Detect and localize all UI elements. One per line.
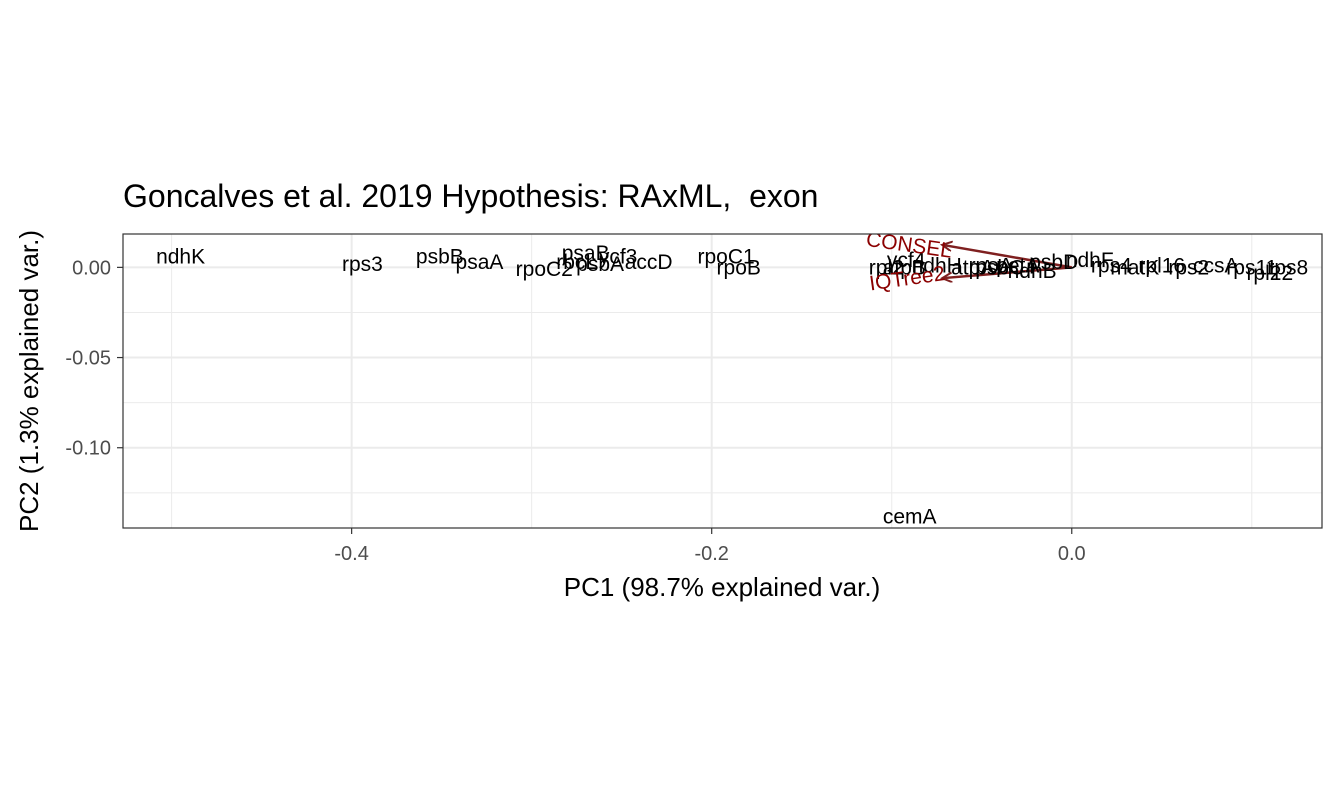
point-label: rps2 bbox=[1168, 256, 1209, 279]
y-tick-label: -0.10 bbox=[65, 438, 111, 460]
point-label: psaA bbox=[456, 251, 504, 274]
point-label: ndhH bbox=[912, 255, 962, 278]
point-label: ndhB bbox=[1008, 260, 1057, 283]
point-label: ccsA bbox=[1193, 255, 1239, 278]
chart-title: Goncalves et al. 2019 Hypothesis: RAxML,… bbox=[123, 178, 819, 214]
point-label: rps3 bbox=[342, 253, 383, 276]
point-label: ndhF bbox=[1066, 249, 1114, 272]
x-tick-label: -0.2 bbox=[694, 543, 728, 565]
point-label: psaB bbox=[562, 242, 610, 265]
point-label: rpoC2 bbox=[516, 258, 573, 281]
point-label: psbB bbox=[416, 246, 464, 269]
loading-arrow bbox=[942, 245, 1072, 269]
point-label: cemA bbox=[883, 505, 937, 528]
y-tick-label: -0.05 bbox=[65, 348, 111, 370]
point-label: psbC bbox=[975, 256, 1024, 279]
point-label: atpB bbox=[883, 256, 926, 279]
point-label: accD bbox=[625, 251, 673, 274]
point-label: rps8 bbox=[1267, 256, 1308, 279]
x-axis-label: PC1 (98.7% explained var.) bbox=[564, 572, 881, 602]
panel-border bbox=[122, 233, 1323, 529]
point-label: ycf3 bbox=[599, 246, 638, 269]
point-label: rpoB bbox=[717, 256, 761, 279]
point-label: rps11 bbox=[1226, 256, 1277, 279]
point-label: psbD bbox=[1029, 251, 1078, 274]
y-tick-label: 0.00 bbox=[72, 257, 111, 279]
loading-arrow bbox=[942, 266, 1072, 278]
point-label: rpl2 bbox=[869, 256, 904, 279]
x-tick-label: -0.4 bbox=[334, 543, 368, 565]
point-label: ndhK bbox=[156, 246, 205, 269]
point-label: petA bbox=[996, 255, 1039, 278]
point-label: rpl16 bbox=[1138, 255, 1185, 278]
x-tick-label: 0.0 bbox=[1058, 543, 1086, 565]
point-label: rpoA bbox=[969, 255, 1013, 278]
point-label: atpA bbox=[951, 256, 994, 279]
y-axis-label: PC2 (1.3% explained var.) bbox=[14, 230, 44, 532]
point-label: rpoC1 bbox=[697, 246, 754, 269]
point-label: rbcL bbox=[556, 251, 597, 274]
point-label: ycf4 bbox=[887, 249, 926, 272]
point-label: psbA bbox=[576, 253, 624, 276]
point-label: matK bbox=[1110, 256, 1159, 279]
point-label: rpl22 bbox=[1246, 262, 1293, 285]
point-label: rps4 bbox=[1091, 255, 1132, 278]
